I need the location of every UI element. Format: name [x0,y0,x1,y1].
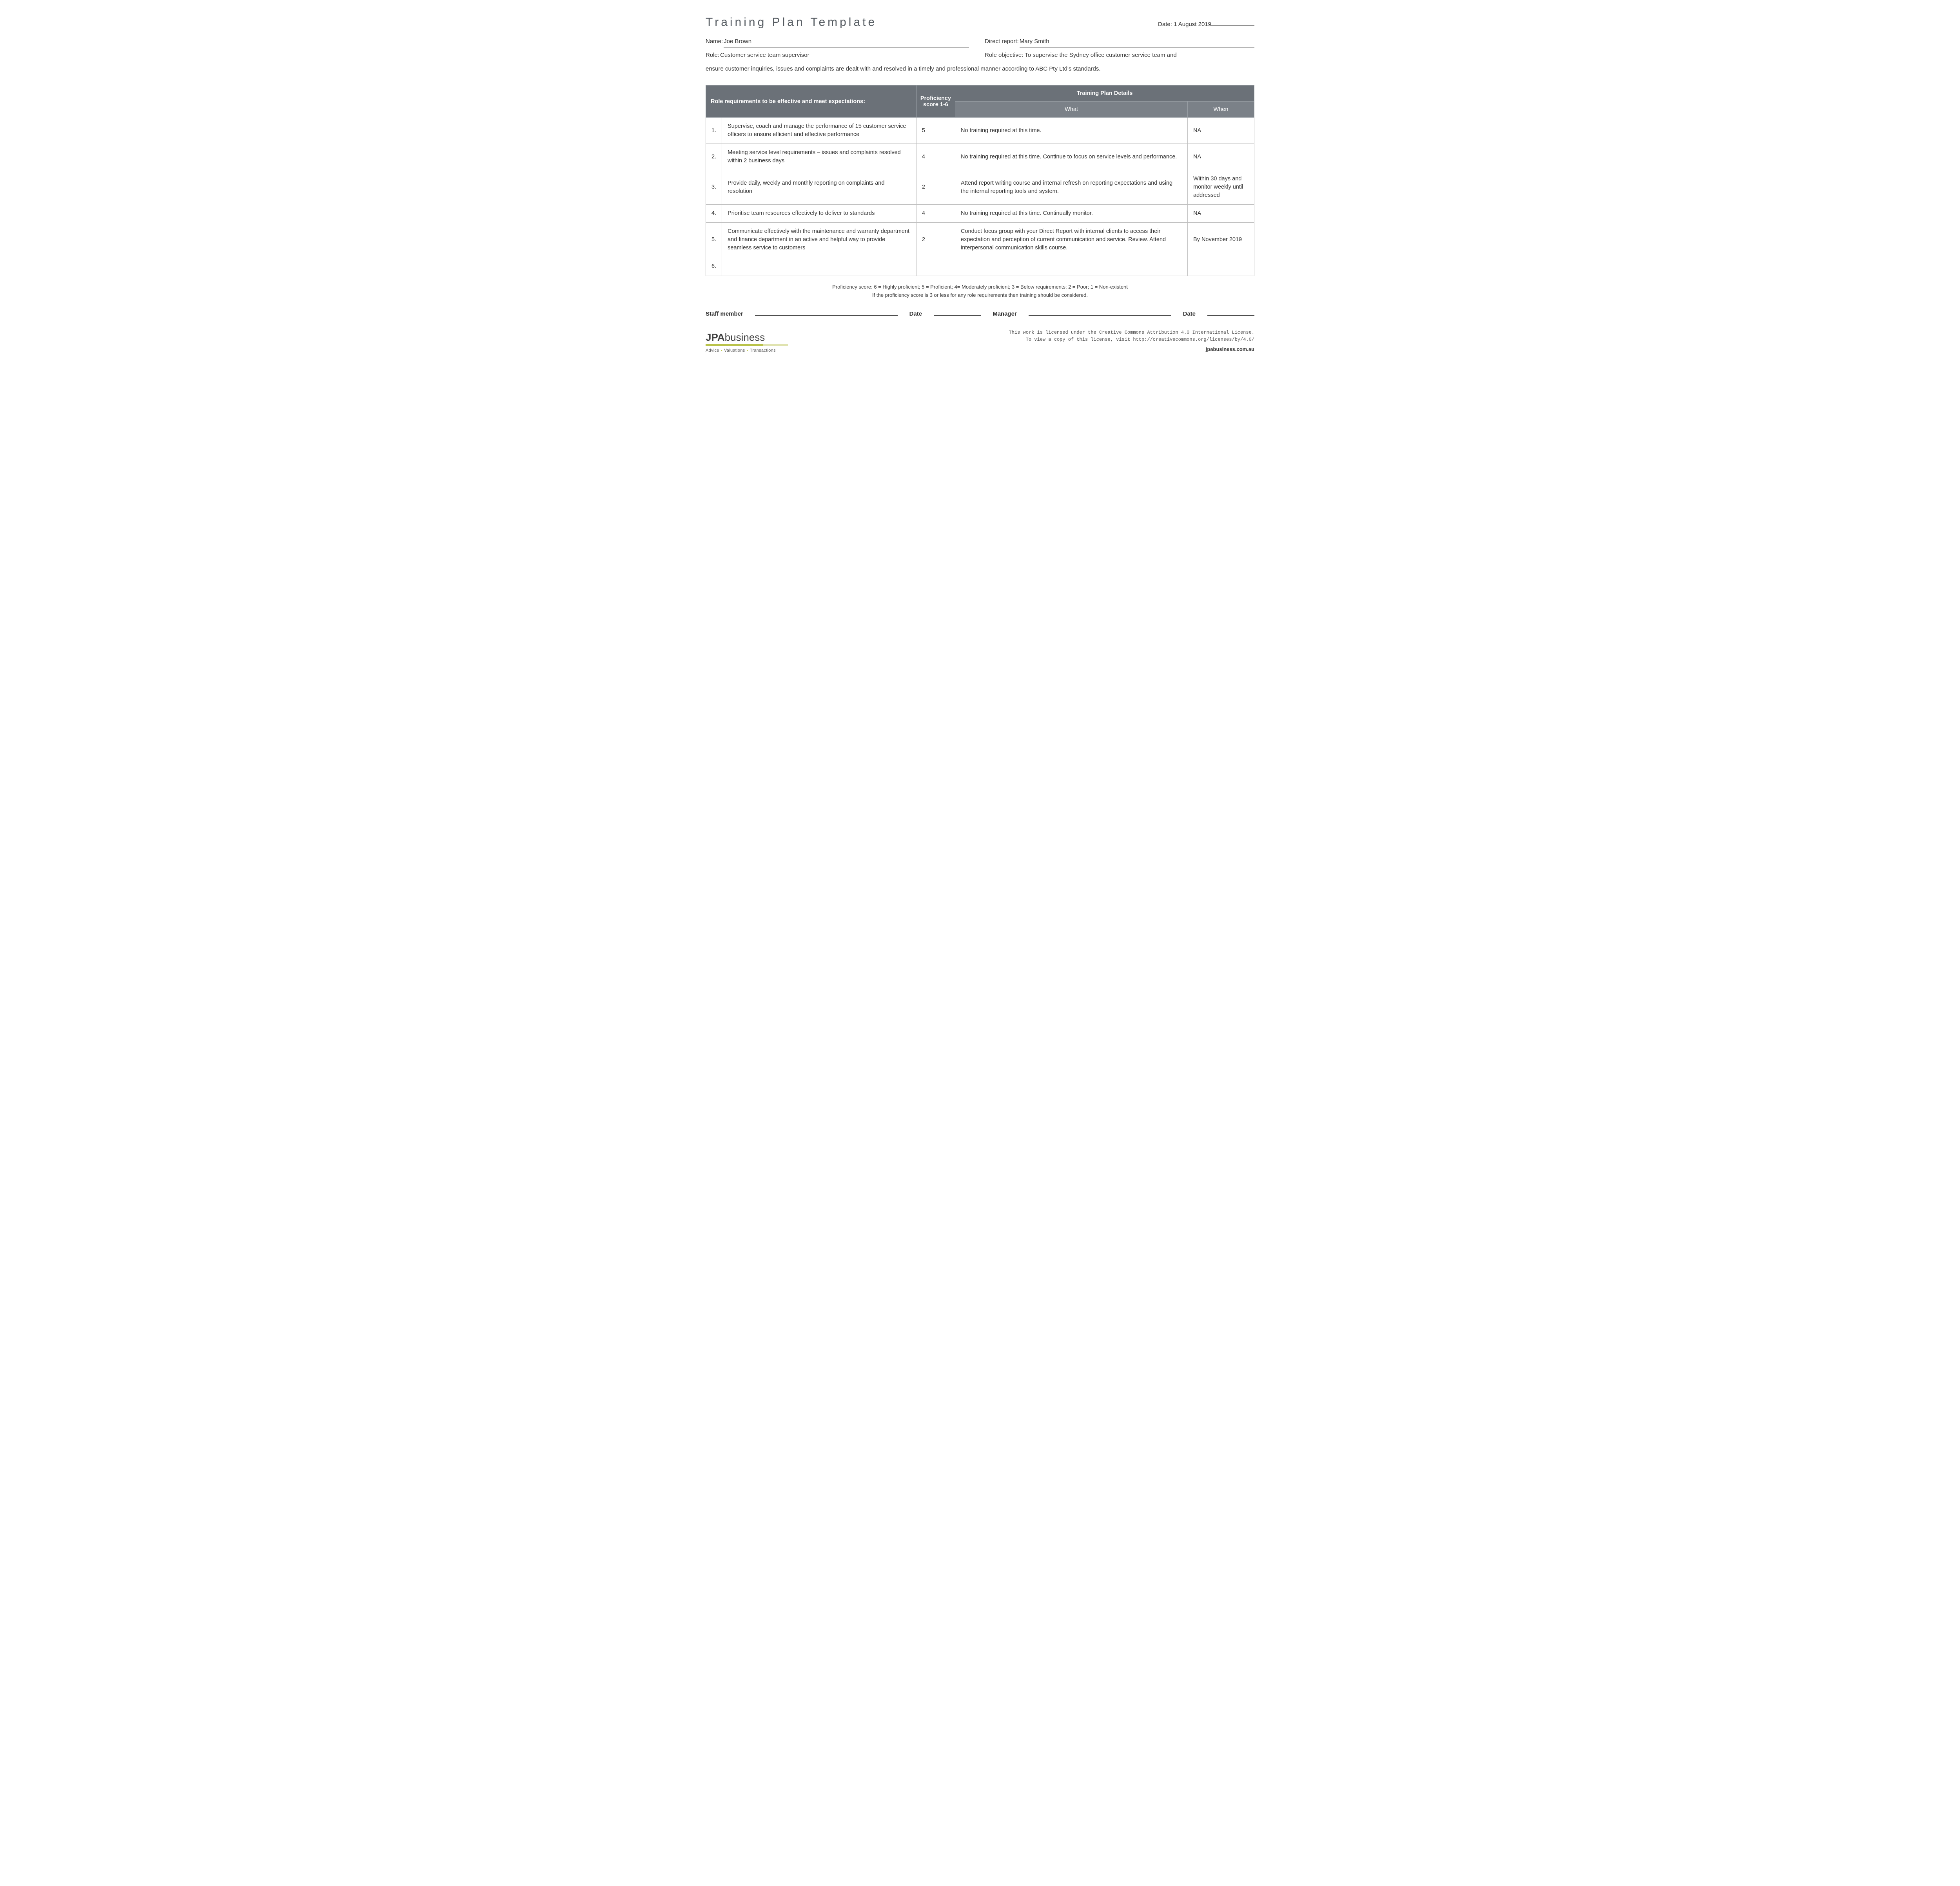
objective-field-line1: Role objective: To supervise the Sydney … [985,50,1254,61]
legend-line-2: If the proficiency score is 3 or less fo… [706,291,1254,300]
row-req: Provide daily, weekly and monthly report… [722,170,916,205]
row-score: 2 [916,223,955,257]
logo-text: JPAbusiness [706,332,788,342]
meta-row-2: Role: Customer service team supervisor R… [706,50,1254,61]
license-line-2: To view a copy of this license, visit ht… [1009,336,1254,343]
row-what: No training required at this time. Conti… [955,205,1188,223]
date-value: 1 August 2019 [1174,21,1211,27]
row-req: Communicate effectively with the mainten… [722,223,916,257]
col-when: When [1188,102,1254,118]
row-num: 6. [706,257,722,276]
footer: JPAbusiness Advice•Valuations•Transactio… [706,329,1254,353]
logo-tagline: Advice•Valuations•Transactions [706,348,788,353]
row-when: By November 2019 [1188,223,1254,257]
col-what: What [955,102,1188,118]
role-label: Role: [706,50,719,60]
row-score: 2 [916,170,955,205]
name-field: Name: Joe Brown [706,36,969,47]
staff-date-line [934,310,981,316]
manager-date-label: Date [1183,311,1196,317]
date-label: Date: [1158,21,1174,27]
tagline-transactions: Transactions [750,348,776,353]
staff-signature-line [755,310,898,316]
document-page: Training Plan Template Date: 1 August 20… [706,16,1254,353]
row-what: Attend report writing course and interna… [955,170,1188,205]
table-row: 5. Communicate effectively with the main… [706,223,1254,257]
row-score [916,257,955,276]
training-plan-table: Role requirements to be effective and me… [706,85,1254,276]
row-req: Supervise, coach and manage the performa… [722,118,916,144]
row-num: 1. [706,118,722,144]
row-num: 2. [706,144,722,170]
manager-date-line [1207,310,1254,316]
license-block: This work is licensed under the Creative… [1009,329,1254,353]
table-header: Role requirements to be effective and me… [706,85,1254,118]
row-when [1188,257,1254,276]
row-when: NA [1188,205,1254,223]
row-what: Conduct focus group with your Direct Rep… [955,223,1188,257]
row-when: Within 30 days and monitor weekly until … [1188,170,1254,205]
col-details: Training Plan Details [955,85,1254,102]
dot-icon: • [721,348,722,353]
meta-row-1: Name: Joe Brown Direct report: Mary Smit… [706,36,1254,47]
row-score: 5 [916,118,955,144]
role-field: Role: Customer service team supervisor [706,50,969,61]
direct-report-field: Direct report: Mary Smith [985,36,1254,47]
page-title: Training Plan Template [706,16,877,29]
row-req: Meeting service level requirements – iss… [722,144,916,170]
manager-signature-line [1029,310,1171,316]
website: jpabusiness.com.au [1009,345,1254,353]
table-body: 1. Supervise, coach and manage the perfo… [706,118,1254,276]
legend-block: Proficiency score: 6 = Highly proficient… [706,283,1254,300]
row-what: No training required at this time. [955,118,1188,144]
table-row: 4. Prioritise team resources effectively… [706,205,1254,223]
row-num: 3. [706,170,722,205]
table-row: 2. Meeting service level requirements – … [706,144,1254,170]
logo-business: business [725,331,765,343]
row-score: 4 [916,205,955,223]
objective-label: Role objective: [985,52,1025,58]
row-what [955,257,1188,276]
logo-bar [706,344,788,346]
direct-report-value: Mary Smith [1020,36,1254,47]
staff-date-label: Date [909,311,922,317]
col-score: Proficiency score 1-6 [916,85,955,118]
legend-line-1: Proficiency score: 6 = Highly proficient… [706,283,1254,291]
date-blank-line [1211,20,1254,26]
manager-signature-label: Manager [993,311,1017,317]
row-when: NA [1188,118,1254,144]
row-when: NA [1188,144,1254,170]
row-num: 5. [706,223,722,257]
table-row: 3. Provide daily, weekly and monthly rep… [706,170,1254,205]
logo-jpa: JPA [706,331,725,343]
row-score: 4 [916,144,955,170]
table-row: 1. Supervise, coach and manage the perfo… [706,118,1254,144]
objective-value-1: To supervise the Sydney office customer … [1025,52,1176,58]
objective-line2: ensure customer inquiries, issues and co… [706,64,1254,74]
logo-block: JPAbusiness Advice•Valuations•Transactio… [706,332,788,353]
tagline-advice: Advice [706,348,719,353]
role-value: Customer service team supervisor [720,50,969,61]
name-label: Name: [706,36,723,47]
table-row: 6. [706,257,1254,276]
row-req [722,257,916,276]
dot-icon: • [747,348,748,353]
name-value: Joe Brown [724,36,969,47]
col-requirements: Role requirements to be effective and me… [706,85,916,118]
staff-signature-label: Staff member [706,311,743,317]
license-line-1: This work is licensed under the Creative… [1009,329,1254,336]
row-what: No training required at this time. Conti… [955,144,1188,170]
tagline-valuations: Valuations [724,348,745,353]
row-num: 4. [706,205,722,223]
direct-report-label: Direct report: [985,36,1019,47]
signature-row: Staff member Date Manager Date [706,310,1254,317]
date-field: Date: 1 August 2019 [1158,20,1254,28]
row-req: Prioritise team resources effectively to… [722,205,916,223]
title-row: Training Plan Template Date: 1 August 20… [706,16,1254,29]
